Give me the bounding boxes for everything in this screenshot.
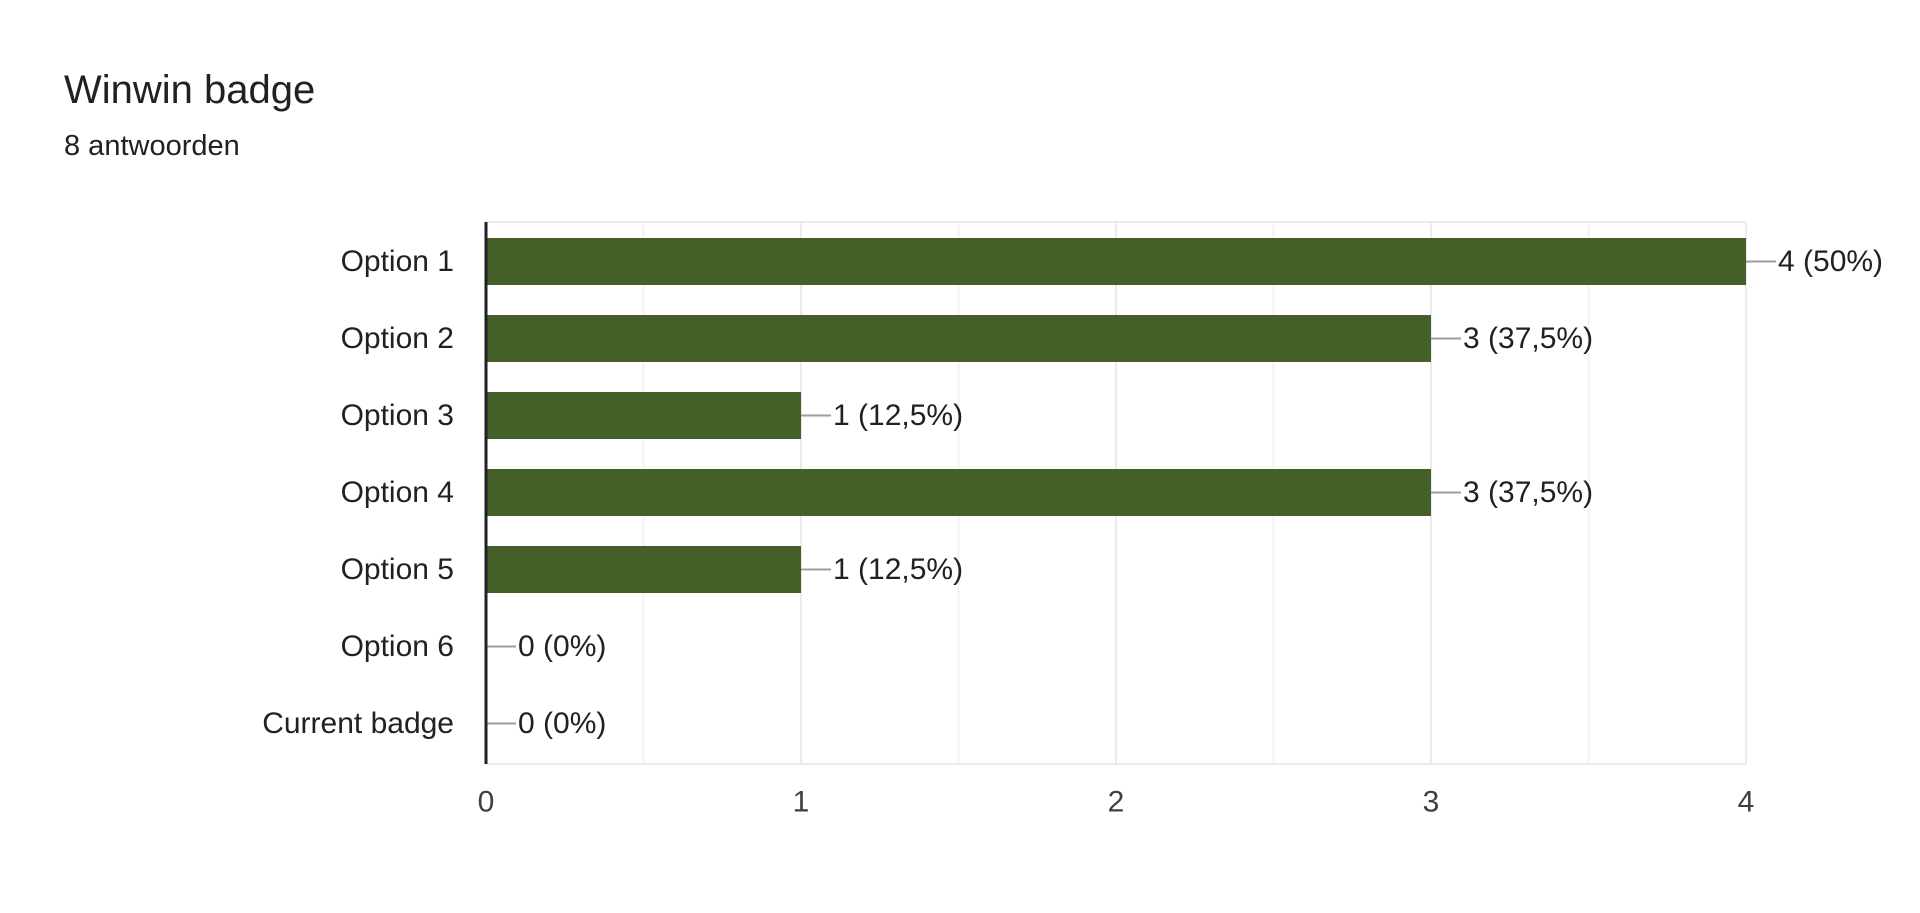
response-count: 8 antwoorden	[64, 130, 240, 162]
data-label: 0 (0%)	[518, 630, 606, 663]
x-tick-label: 2	[1108, 786, 1125, 819]
category-label: Current badge	[262, 707, 454, 740]
bar-5	[486, 546, 801, 593]
bar-4	[486, 469, 1431, 516]
category-label: Option 4	[341, 476, 454, 509]
bar-2	[486, 315, 1431, 362]
data-label: 3 (37,5%)	[1463, 476, 1593, 509]
x-tick-label: 1	[793, 786, 810, 819]
x-tick-label: 0	[478, 786, 495, 819]
x-tick-label: 3	[1423, 786, 1440, 819]
bar-1	[486, 238, 1746, 285]
category-label: Option 5	[341, 553, 454, 586]
category-label: Option 2	[341, 322, 454, 355]
x-tick-label: 4	[1738, 786, 1755, 819]
category-label: Option 3	[341, 399, 454, 432]
bar-3	[486, 392, 801, 439]
data-label: 1 (12,5%)	[833, 399, 963, 432]
data-label: 4 (50%)	[1778, 245, 1883, 278]
data-label: 3 (37,5%)	[1463, 322, 1593, 355]
category-label: Option 6	[341, 630, 454, 663]
data-label: 1 (12,5%)	[833, 553, 963, 586]
data-label: 0 (0%)	[518, 707, 606, 740]
chart-title: Winwin badge	[64, 68, 316, 112]
category-label: Option 1	[341, 245, 454, 278]
